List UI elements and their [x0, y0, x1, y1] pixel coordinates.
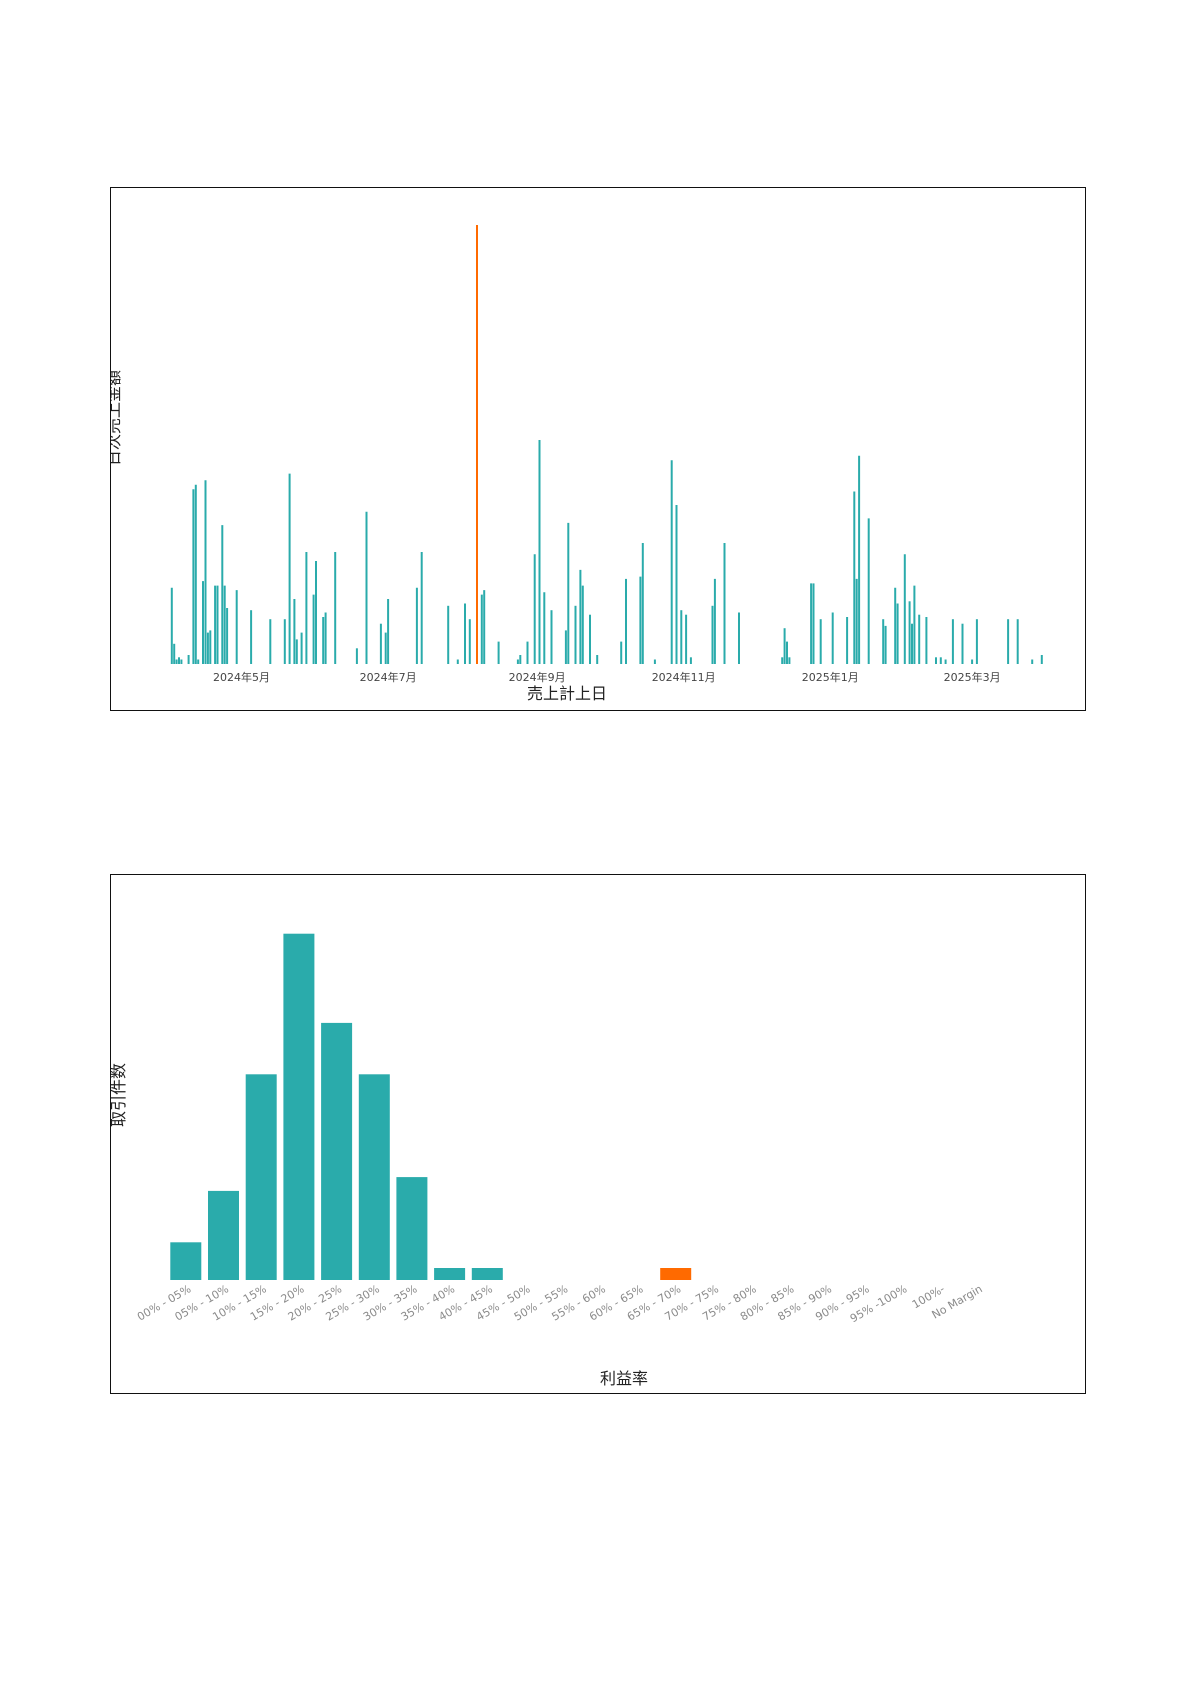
margin-histogram-x-labels: 00% - 05%05% - 10%10% - 15%15% - 20%20% …: [135, 1282, 985, 1325]
x-tick-label: 2024年11月: [652, 670, 716, 684]
y-axis-title: 日次売上金額: [111, 370, 123, 466]
x-tick-label: 2025年3月: [944, 670, 1001, 684]
histogram-bar: [396, 1177, 428, 1280]
x-axis-title: 利益率: [600, 1369, 648, 1388]
daily-sales-chart: 2024年5月 2024年7月 2024年9月 2024年11月 2025年1月 2025…: [111, 225, 1043, 703]
y-axis-title: 取引件数: [111, 1063, 128, 1127]
histogram-bar: [208, 1190, 239, 1280]
histogram-bar: [358, 1074, 390, 1280]
histogram-bar-highlight: [660, 1268, 692, 1280]
x-tick-label: 2025年1月: [802, 670, 859, 684]
histogram-bar: [245, 1074, 277, 1280]
daily-sales-chart-panel: 2024年5月 2024年7月 2024年9月 2024年11月 2025年1月 2025…: [110, 187, 1086, 711]
margin-histogram: 00% - 05%05% - 10%10% - 15%15% - 20%20% …: [111, 933, 985, 1388]
histogram-bar: [471, 1268, 503, 1280]
histogram-bar: [321, 1022, 353, 1280]
daily-sales-x-ticks: 2024年5月 2024年7月 2024年9月 2024年11月 2025年1月 2025…: [213, 670, 1001, 684]
x-tick-label: 2024年5月: [213, 670, 270, 684]
daily-sales-bars: [170, 225, 1043, 664]
x-tick-label: 2024年9月: [509, 670, 566, 684]
margin-histogram-panel: 00% - 05% 05% - 10% 10% - 15% 15% - 20% 20% …: [110, 874, 1086, 1394]
histogram-bar: [434, 1268, 466, 1280]
margin-histogram-bars: [170, 933, 692, 1280]
x-tick-label: 2024年7月: [360, 670, 417, 684]
histogram-bar: [170, 1242, 202, 1280]
x-axis-title: 売上計上日: [527, 684, 607, 703]
histogram-bar: [283, 933, 315, 1280]
